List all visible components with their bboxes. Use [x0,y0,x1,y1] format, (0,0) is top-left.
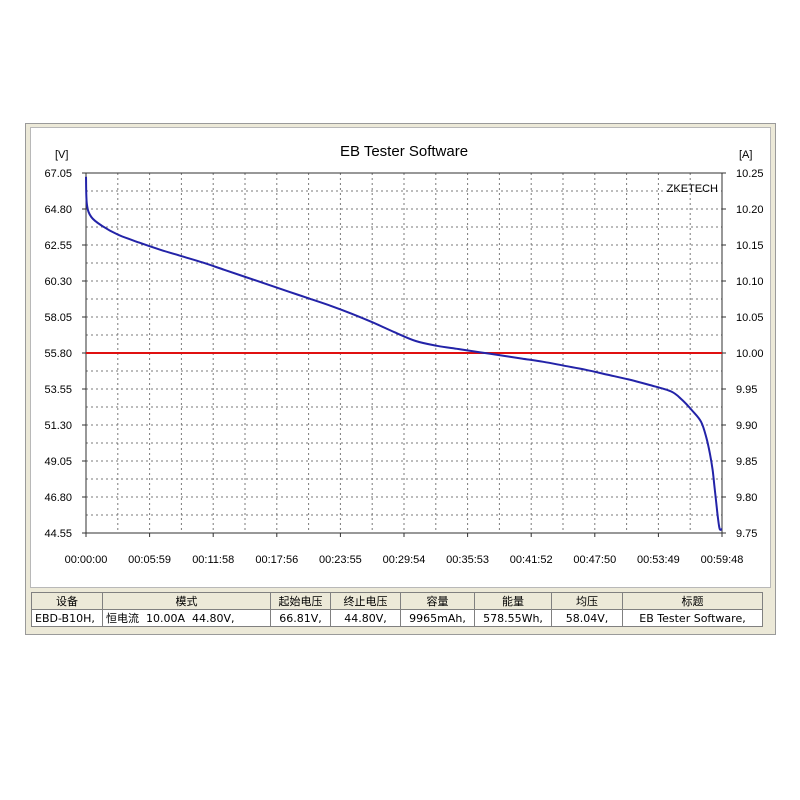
header-energy[interactable]: 能量 [474,592,552,610]
right-axis-unit: [A] [739,149,752,161]
cell-start-voltage: 66.81V, [270,609,331,627]
cell-mode: 恒电流 10.00A 44.80V, [102,609,271,627]
chart-title: EB Tester Software [340,143,468,160]
x-tick-label: 00:41:52 [510,554,553,566]
header-title[interactable]: 标题 [622,592,763,610]
y2-tick-label: 9.95 [736,384,757,396]
y-tick-label: 51.30 [44,420,72,432]
x-tick-label: 00:23:55 [319,554,362,566]
header-mode[interactable]: 模式 [102,592,271,610]
y2-tick-label: 10.15 [736,240,764,252]
y2-tick-label: 9.90 [736,420,757,432]
y-tick-label: 46.80 [44,492,72,504]
cell-average-voltage: 58.04V, [551,609,623,627]
tester-window: EB Tester Software [V] [A] ZKETECH 67.05 64.8… [25,123,776,635]
header-device[interactable]: 设备 [31,592,103,610]
y2-tick-label: 10.25 [736,168,764,180]
header-end-voltage[interactable]: 终止电压 [330,592,401,610]
x-tick-label: 00:59:48 [701,554,744,566]
left-axis-unit: [V] [55,149,68,161]
cell-title: EB Tester Software, [622,609,763,627]
header-start-voltage[interactable]: 起始电压 [270,592,331,610]
test-summary-table: 设备 模式 起始电压 终止电压 容量 能量 均压 标题 EBD-B10H, 恒电… [31,592,763,627]
x-tick-label: 00:11:58 [192,554,234,566]
x-tick-label: 00:47:50 [573,554,616,566]
y2-tick-label: 9.80 [736,492,757,504]
cell-capacity: 9965mAh, [400,609,475,627]
y-tick-label: 64.80 [44,204,72,216]
table-row[interactable]: EBD-B10H, 恒电流 10.00A 44.80V, 66.81V, 44.… [31,609,763,627]
x-tick-label: 00:05:59 [128,554,171,566]
cell-device: EBD-B10H, [31,609,103,627]
y-tick-label: 60.30 [44,276,72,288]
y2-tick-label: 10.10 [736,276,764,288]
cell-energy: 578.55Wh, [474,609,552,627]
y2-tick-label: 9.75 [736,528,757,540]
cell-end-voltage: 44.80V, [330,609,401,627]
y2-tick-label: 9.85 [736,456,757,468]
y-tick-label: 58.05 [44,312,72,324]
y2-tick-label: 10.05 [736,312,764,324]
y-tick-label: 62.55 [44,240,72,252]
discharge-chart: EB Tester Software [V] [A] ZKETECH 67.05 64.8… [44,143,764,566]
x-tick-label: 00:35:53 [446,554,489,566]
watermark-text: ZKETECH [667,183,718,195]
header-average-voltage[interactable]: 均压 [551,592,623,610]
y-tick-label: 53.55 [44,384,72,396]
y-tick-label: 55.80 [44,348,72,360]
y2-tick-label: 10.20 [736,204,764,216]
chart-area: EB Tester Software [V] [A] ZKETECH 67.05 64.8… [30,127,771,588]
x-tick-label: 00:29:54 [383,554,426,566]
y-tick-label: 67.05 [44,168,72,180]
table-header-row: 设备 模式 起始电压 终止电压 容量 能量 均压 标题 [31,592,763,610]
x-tick-label: 00:17:56 [255,554,298,566]
y-tick-label: 49.05 [44,456,72,468]
x-tick-label: 00:00:00 [65,554,108,566]
y-tick-label: 44.55 [44,528,72,540]
y2-tick-label: 10.00 [736,348,764,360]
x-tick-label: 00:53:49 [637,554,680,566]
header-capacity[interactable]: 容量 [400,592,475,610]
voltage-series-line [85,176,723,531]
